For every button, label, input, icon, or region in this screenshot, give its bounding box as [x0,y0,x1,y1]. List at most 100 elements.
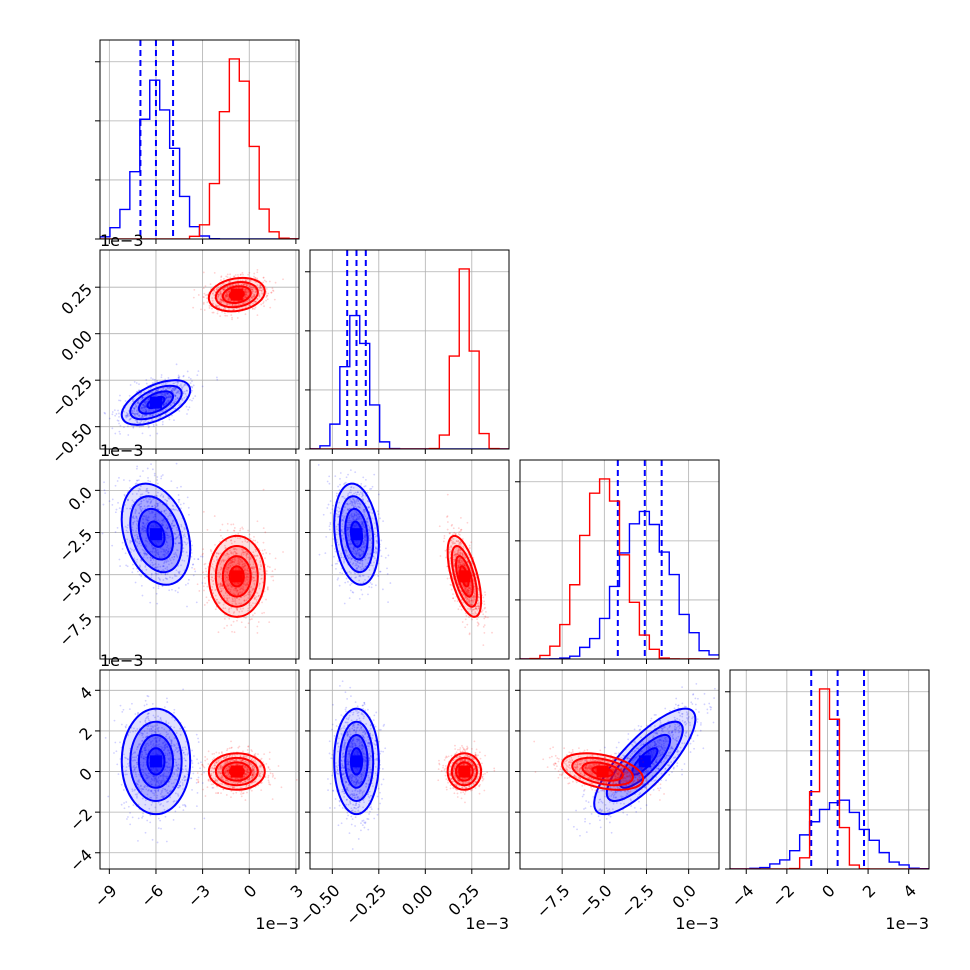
sample-point [143,391,146,394]
sample-point [211,580,214,583]
sample-point [133,557,136,560]
sample-point [123,426,125,429]
sample-point [132,567,135,570]
panel-frame [99,39,300,240]
sample-point [247,529,250,532]
sample-point [125,415,128,418]
sample-point [129,384,132,386]
sample-point [162,495,165,497]
sample-point [230,284,232,287]
sample-point [230,586,233,588]
sample-point [238,303,240,306]
sample-point [233,558,236,561]
sample-point [151,419,154,422]
sample-point [175,549,178,551]
sample-point [237,532,240,535]
sample-point [265,598,267,601]
sample-point [179,503,182,506]
sample-point [219,298,222,301]
sample-point [255,595,258,598]
sample-point [169,559,172,562]
sample-point [158,520,161,523]
sample-point [252,286,255,289]
sample-point [144,408,147,411]
sample-point [169,404,172,407]
sample-point [216,305,219,308]
sample-point [239,273,242,276]
sample-point [168,557,171,560]
sample-point [160,392,163,395]
sample-point [114,432,117,435]
sample-point [162,565,165,568]
sample-point [250,296,253,298]
sample-point [165,531,167,534]
sample-point [142,470,144,472]
sample-point [446,521,449,523]
sample-point [371,485,374,488]
sample-point [384,547,387,550]
sample-point [134,483,137,485]
sample-point [171,588,173,591]
sample-point [175,536,178,539]
sample-point [338,489,341,491]
sample-point [221,584,224,587]
sample-point [173,508,176,511]
sample-point [245,283,248,286]
sample-point [140,407,143,409]
sample-point [131,505,133,508]
sample-point [152,511,155,514]
sample-point [126,413,129,416]
sample-point [386,573,389,575]
sample-point [149,556,152,559]
sample-point [224,570,227,573]
sample-point [247,290,250,292]
sample-point [221,537,224,540]
sample-point [162,565,165,568]
sample-point [159,494,162,497]
sample-point [446,577,449,580]
sample-point [160,477,163,480]
sample-point [163,393,166,396]
sample-point [258,583,261,586]
sample-point [168,394,171,397]
sample-point [162,524,165,526]
sample-point [132,425,135,428]
sample-point [132,517,135,519]
sample-point [165,396,167,399]
sample-point [187,542,189,544]
sample-point [173,388,176,391]
sample-point [251,288,254,291]
sample-point [483,631,486,634]
sample-point [343,602,346,605]
sample-point [142,404,145,406]
sample-point [249,556,252,559]
sample-point [222,587,225,590]
sample-point [164,388,167,391]
sample-point [225,293,228,295]
sample-point [339,483,341,486]
sample-point [363,485,366,488]
sample-point [148,542,151,545]
sample-point [145,497,147,500]
sample-point [256,284,259,287]
sample-point [150,409,153,411]
sample-point [138,414,140,417]
y-offset-text: 1e−3 [100,231,144,250]
sample-point [483,617,486,620]
sample-point [137,489,140,492]
sample-point [129,486,131,489]
sample-point [175,392,178,394]
sample-point [213,560,216,563]
sample-point [165,549,167,551]
sample-point [232,523,235,526]
sample-point [151,557,153,559]
y-offset-text: 1e−3 [100,441,144,460]
sample-point [184,383,187,386]
sample-point [146,501,149,504]
sample-point [229,561,232,564]
sample-point [173,532,176,535]
sample-point [328,525,331,528]
sample-point [156,525,159,528]
sample-point [140,544,143,547]
sample-point [270,291,273,294]
